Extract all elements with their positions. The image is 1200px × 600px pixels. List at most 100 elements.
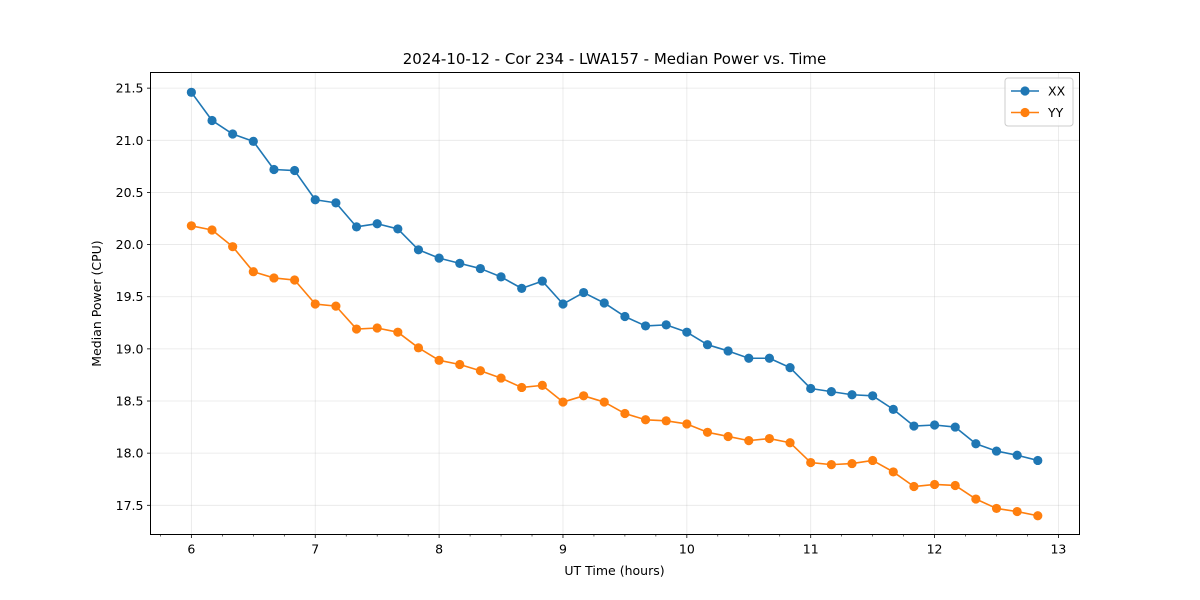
y-tick-label: 21.0: [116, 133, 144, 148]
data-point-xx: [351, 222, 362, 232]
data-point-xx: [289, 165, 300, 176]
data-point-xx: [310, 195, 320, 205]
series-layer: [186, 87, 1043, 521]
data-point-xx: [888, 404, 898, 414]
data-point-yy: [351, 324, 362, 334]
data-point-xx: [991, 446, 1002, 456]
data-point-xx: [537, 276, 547, 286]
data-point-yy: [207, 225, 217, 235]
x-tick-label: 12: [927, 542, 943, 557]
y-axis-label: Median Power (CPU): [89, 240, 104, 366]
data-point-yy: [764, 433, 775, 444]
data-point-yy: [186, 221, 196, 231]
data-point-xx: [331, 198, 341, 208]
data-point-yy: [868, 455, 878, 466]
data-point-yy: [228, 242, 238, 252]
data-point-xx: [228, 129, 238, 139]
chart-title: 2024-10-12 - Cor 234 - LWA157 - Median P…: [403, 50, 827, 68]
data-point-yy: [702, 427, 713, 437]
data-point-yy: [579, 391, 589, 401]
x-tick-label: 7: [311, 542, 319, 557]
data-point-xx: [517, 283, 527, 293]
data-point-yy: [289, 275, 300, 285]
data-point-yy: [806, 457, 816, 468]
data-point-xx: [661, 320, 671, 330]
x-tick-label: 9: [559, 542, 567, 557]
y-tick-label: 20.0: [116, 237, 144, 252]
data-point-yy: [537, 380, 547, 390]
data-point-yy: [723, 431, 733, 442]
data-point-yy: [393, 327, 403, 337]
x-tick-label: 8: [435, 542, 443, 557]
data-point-yy: [682, 419, 692, 429]
legend: XX YY: [1004, 77, 1074, 127]
data-point-xx: [702, 340, 713, 350]
y-tick-label: 19.0: [116, 341, 144, 356]
data-point-yy: [331, 301, 341, 311]
data-point-xx: [868, 391, 878, 401]
data-point-yy: [599, 397, 609, 407]
x-tick-label: 6: [187, 542, 195, 557]
data-point-xx: [599, 298, 609, 308]
data-point-yy: [620, 408, 630, 419]
data-point-xx: [186, 87, 196, 97]
legend-label-yy: YY: [1047, 105, 1064, 120]
y-tick-label: 17.5: [116, 498, 144, 513]
data-point-yy: [1033, 511, 1043, 521]
y-tick-label: 19.5: [116, 289, 144, 304]
x-axis-label: UT Time (hours): [564, 563, 664, 578]
data-point-yy: [248, 267, 258, 277]
data-point-yy: [455, 359, 465, 370]
data-point-yy: [888, 467, 898, 477]
data-point-xx: [806, 383, 816, 394]
data-point-xx: [744, 353, 754, 363]
data-point-yy: [950, 480, 960, 491]
data-point-yy: [847, 458, 857, 469]
data-point-xx: [475, 263, 485, 274]
data-point-yy: [826, 460, 836, 470]
data-point-yy: [991, 503, 1002, 514]
legend-label-xx: XX: [1048, 84, 1066, 99]
data-point-xx: [558, 299, 568, 309]
data-point-yy: [1012, 506, 1022, 517]
plot-frame: [150, 72, 1080, 535]
data-point-yy: [785, 438, 795, 448]
data-point-yy: [434, 355, 444, 365]
data-point-xx: [640, 321, 651, 331]
grid: [150, 72, 1080, 535]
y-tick-label: 18.0: [116, 446, 144, 461]
data-point-xx: [1033, 455, 1043, 466]
y-tick-label: 20.5: [116, 185, 144, 200]
data-point-yy: [413, 343, 424, 353]
data-point-yy: [744, 436, 754, 446]
data-point-yy: [475, 366, 485, 376]
data-point-xx: [455, 258, 465, 268]
data-point-xx: [826, 387, 836, 397]
legend-marker-xx: [1020, 86, 1030, 96]
data-point-xx: [723, 346, 733, 356]
data-point-yy: [310, 299, 320, 309]
data-point-xx: [785, 363, 795, 373]
data-point-xx: [909, 421, 919, 431]
data-point-yy: [661, 416, 671, 426]
data-point-yy: [640, 415, 651, 425]
data-point-yy: [517, 382, 527, 393]
data-point-xx: [496, 272, 506, 282]
data-point-xx: [393, 224, 403, 234]
data-point-xx: [579, 287, 589, 298]
data-point-xx: [1012, 450, 1022, 460]
data-point-yy: [558, 397, 568, 407]
data-point-xx: [847, 390, 857, 400]
data-point-yy: [909, 481, 919, 492]
axes: 6 7 8 9 10 11 12 13 17.5 18.0 18.5 19.0 19.5 20.0 20.5…: [116, 81, 1067, 557]
legend-marker-yy: [1020, 107, 1030, 118]
data-point-yy: [971, 494, 981, 504]
data-point-yy: [929, 479, 940, 490]
data-point-xx: [248, 136, 258, 146]
data-point-xx: [971, 439, 981, 449]
data-point-yy: [269, 273, 279, 283]
y-tick-label: 21.5: [116, 81, 144, 96]
data-point-xx: [764, 353, 775, 363]
data-point-xx: [207, 115, 217, 126]
x-tick-label: 13: [1050, 542, 1066, 557]
